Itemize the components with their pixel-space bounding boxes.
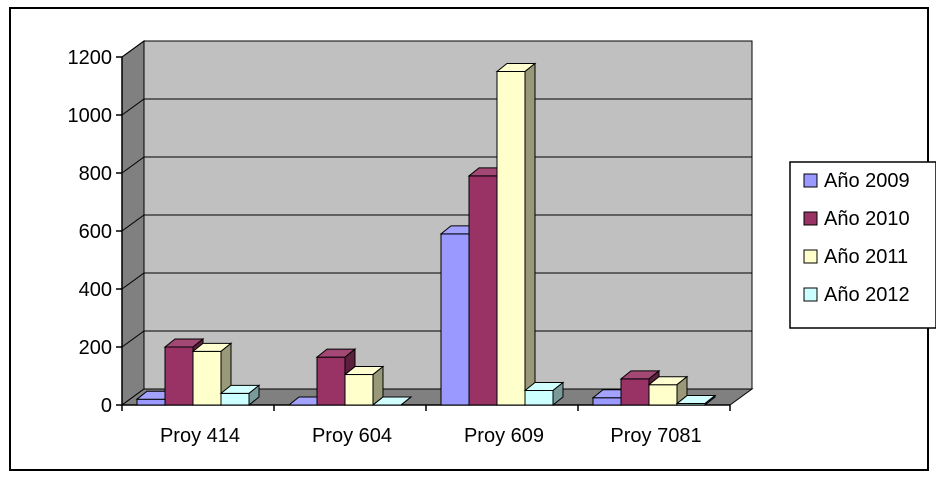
y-tick-label: 200 (79, 337, 112, 359)
bar (343, 365, 385, 407)
bar-front (524, 390, 554, 406)
bar-front (496, 71, 526, 406)
gridline (121, 156, 752, 174)
gridline (121, 40, 752, 58)
bar-side (248, 384, 260, 407)
y-tick-label: 1000 (68, 105, 113, 127)
bar (675, 394, 717, 407)
bar-front (192, 350, 222, 406)
legend-swatch (803, 173, 818, 188)
y-tick-label: 1200 (68, 47, 113, 69)
bar (371, 396, 413, 406)
legend-label: Año 2012 (824, 284, 910, 306)
bar-front (440, 233, 470, 406)
legend-label: Año 2009 (824, 170, 910, 192)
legend-label: Año 2010 (824, 208, 910, 230)
bar-front (316, 356, 346, 406)
legend-swatch (803, 249, 818, 264)
bar-front (344, 374, 374, 406)
legend-swatch (803, 287, 818, 302)
x-category-label: Proy 7081 (610, 425, 701, 447)
y-tick-label: 800 (79, 163, 112, 185)
gridline (121, 214, 752, 232)
bar-front (592, 397, 622, 406)
bar-side (524, 62, 536, 407)
x-category-label: Proy 604 (312, 425, 392, 447)
bar-front (648, 384, 678, 406)
y-tick-label: 600 (79, 221, 112, 243)
x-category-label: Proy 414 (160, 425, 240, 447)
x-axis: Proy 414 Proy 604 Proy 609 Proy 7081 (121, 404, 731, 447)
bars (135, 62, 717, 407)
x-category-label: Proy 609 (464, 425, 544, 447)
bar-front (164, 346, 194, 406)
y-tick-label: 0 (101, 395, 112, 417)
legend: Año 2009 Año 2010 Año 2011 Año 2012 (789, 161, 936, 329)
bar-front (468, 175, 498, 406)
gridline (121, 330, 752, 348)
bar-side (552, 381, 564, 407)
legend-label: Año 2011 (824, 246, 908, 268)
bar (495, 62, 537, 407)
bar-front (220, 392, 250, 406)
bar (523, 381, 565, 407)
y-axis: 0 200 400 600 800 1000 1200 (68, 47, 123, 417)
y-tick-label: 400 (79, 279, 112, 301)
gridline (121, 98, 752, 116)
bar (219, 384, 261, 407)
bar-side (400, 396, 412, 406)
bar-side (704, 394, 716, 407)
gridline (121, 272, 752, 290)
bar-front (620, 378, 650, 406)
bar-front (136, 398, 166, 406)
legend-swatch (803, 211, 818, 226)
